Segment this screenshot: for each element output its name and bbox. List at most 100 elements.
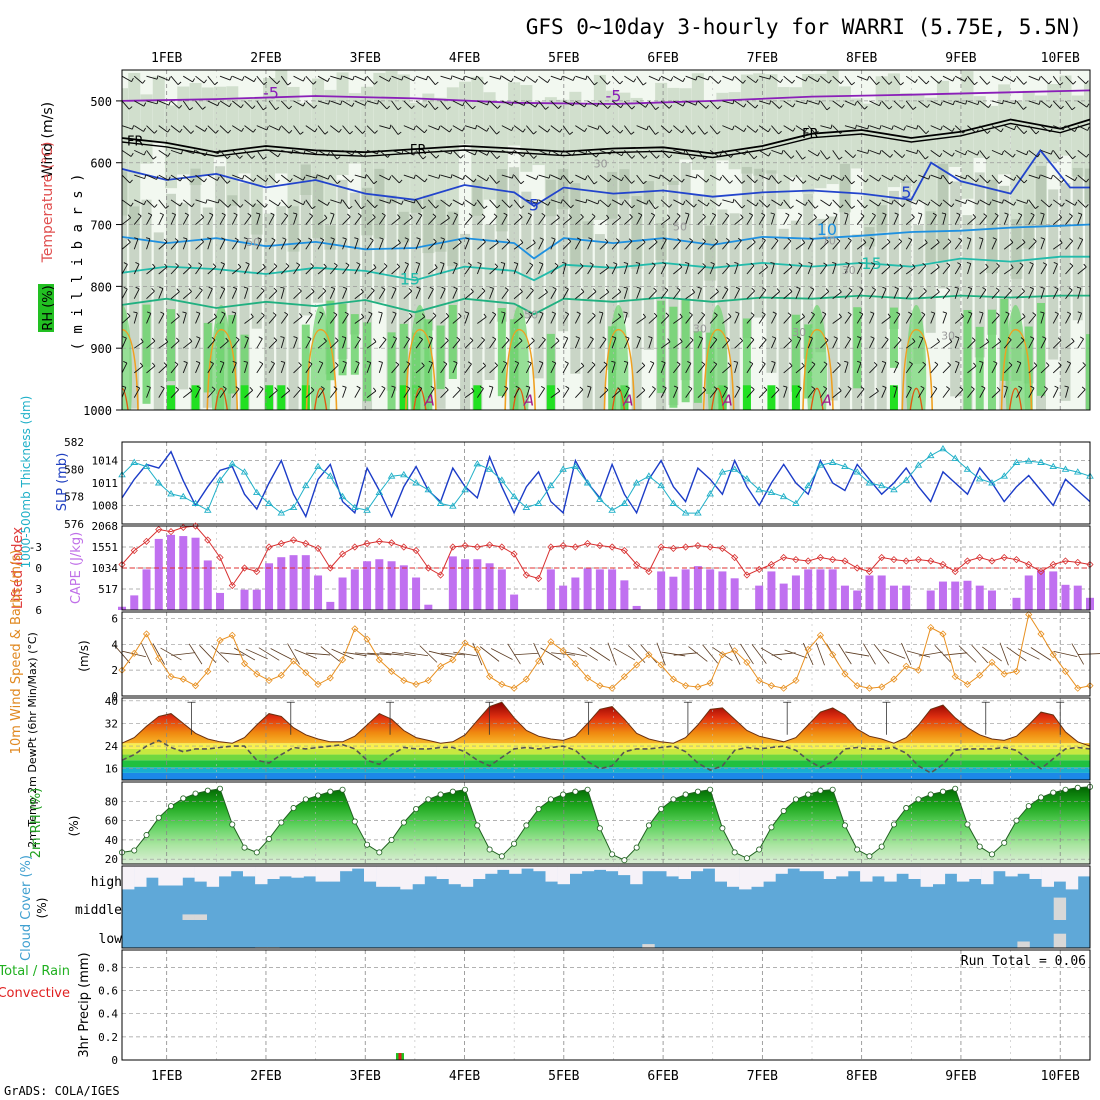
wind-barb-flag <box>636 286 641 289</box>
wind-barb-flag <box>123 286 128 290</box>
wind-barb-flag <box>584 103 588 108</box>
wind-barb-flag <box>247 213 252 217</box>
wind-barb-staff <box>464 215 473 225</box>
wind-barb-flag <box>852 154 857 158</box>
wind-barb-staff <box>587 315 596 324</box>
upper-air-axis-titles: Wind (m/s) Temperature (°C) RH (%) ( m i… <box>38 102 86 351</box>
convective-column <box>707 304 728 410</box>
wind-barb-staff <box>783 75 793 84</box>
wind-barb-staff <box>550 265 559 275</box>
rh-shade-mid <box>888 190 899 330</box>
date-label-top: 5FEB <box>548 51 579 66</box>
wind-barb-flag <box>755 79 759 83</box>
wind-barb-staff <box>219 263 225 275</box>
wind-barb-flag <box>207 237 212 240</box>
wind-barb-flag <box>792 103 796 108</box>
wind-barb-staff <box>219 288 226 299</box>
wind-barb-flag <box>1038 174 1041 179</box>
wind-barb-flag <box>447 106 451 110</box>
thickness-triangle-marker <box>804 481 812 489</box>
wind-barb-staff <box>134 199 145 206</box>
wind-barb-staff <box>231 288 238 299</box>
wind-barb-flag <box>893 385 898 388</box>
wind-barb-flag <box>461 127 465 132</box>
wind-barb-staff <box>170 125 180 133</box>
wind-barb-staff <box>918 364 927 374</box>
wind-barb-flag <box>143 151 147 156</box>
wind-barb-staff <box>403 75 414 82</box>
wind-barb-staff <box>513 174 522 185</box>
wind-barb-flag <box>522 128 526 133</box>
wind10m-diamond-marker <box>179 675 187 683</box>
wind-barb-staff <box>746 125 756 133</box>
cloud-high-bar <box>1029 866 1042 879</box>
wind-barb-staff <box>783 125 794 132</box>
rh-shade-mid <box>300 164 311 316</box>
wind-barb-staff <box>391 75 402 81</box>
cloud-high-bar <box>884 866 897 882</box>
wind-barb-flag <box>997 338 1002 342</box>
wind-barb-staff <box>403 239 409 250</box>
date-label-bottom: 4FEB <box>449 1069 480 1084</box>
wind-barb-flag <box>193 149 196 154</box>
wind-barb-staff <box>477 339 485 349</box>
wind-barb-staff <box>501 362 508 374</box>
wind-barb-staff <box>133 288 140 299</box>
wind-barb-staff <box>722 339 730 349</box>
wind-barb-flag <box>732 99 735 104</box>
wind-barb-flag <box>328 100 331 105</box>
wind-barb-staff <box>1077 100 1088 108</box>
thickness-triangle-marker <box>975 475 984 482</box>
wind-barb-flag <box>330 212 335 215</box>
cloud-high-bar <box>1053 866 1067 882</box>
wind-barb-staff <box>685 240 694 250</box>
wind-barb-flag <box>381 385 386 389</box>
wind-barb-staff <box>611 263 618 275</box>
wind-barb-flag <box>327 152 330 157</box>
wind-barb-flag <box>462 101 465 107</box>
wind-barb-staff <box>856 313 864 324</box>
wind-barb-flag <box>1074 176 1078 181</box>
wind-barb-staff <box>844 199 853 209</box>
wind-barb-flag <box>313 104 317 109</box>
thickness-triangle-marker <box>865 479 874 486</box>
wind-barb-flag <box>653 287 657 292</box>
cloud-units-label: (%) <box>35 898 49 919</box>
wind-barb-flag <box>975 178 979 183</box>
rh-contour-label: 30 <box>941 330 955 343</box>
wind-barb-staff <box>906 125 917 130</box>
wind-barb-staff <box>599 312 604 324</box>
wind-barb-flag <box>947 361 951 366</box>
wind-barb-flag <box>421 313 426 318</box>
wind-barb-staff <box>550 313 556 324</box>
li-diamond-marker <box>265 543 273 551</box>
wind-barb-flag <box>623 360 628 363</box>
wind-barb-staff <box>562 217 572 225</box>
wind-barb-staff <box>158 387 165 398</box>
wind-barb-staff <box>1053 125 1064 131</box>
wind-barb-flag <box>866 76 870 81</box>
wind-barb-flag <box>602 336 607 340</box>
wind-barb-flag <box>373 387 377 392</box>
wind-barb-staff <box>317 266 327 275</box>
rh-shade-moist <box>1086 334 1090 410</box>
wind-barb-staff <box>342 337 347 349</box>
wind-barb-staff <box>758 289 767 300</box>
wind-barb-flag <box>780 201 784 206</box>
wind-barb-flag <box>996 386 1001 391</box>
wind-barb-flag <box>713 336 718 340</box>
wind-barb-flag <box>593 181 598 185</box>
wind-barb-flag <box>494 263 499 267</box>
wind-barb-staff <box>231 214 238 225</box>
wind-barb-staff <box>844 290 853 300</box>
wind-barb-staff <box>611 75 621 85</box>
rh-shade-mid <box>594 234 605 410</box>
thickness-triangle-marker <box>449 502 457 509</box>
wind-barb-staff <box>979 199 990 206</box>
wind-barb-staff <box>869 364 878 374</box>
rh-shade-mid <box>778 228 789 410</box>
wind-barb-flag <box>288 130 293 134</box>
wind-barb-staff <box>280 100 290 110</box>
wind-barb-flag <box>623 311 628 314</box>
